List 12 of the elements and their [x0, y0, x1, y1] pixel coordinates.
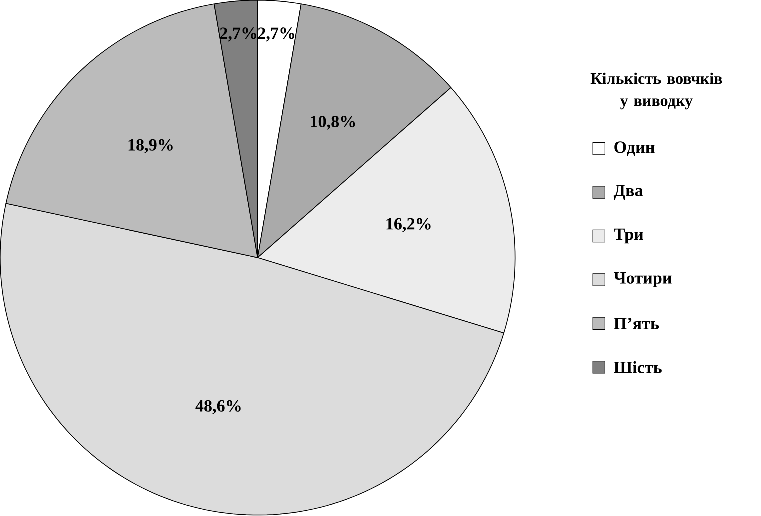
data-label: 16,2% — [386, 218, 431, 232]
legend-title: Кількість вовчків у виводку — [590, 73, 722, 110]
data-label: 18,9% — [128, 139, 173, 154]
legend-label: Один — [614, 142, 655, 156]
legend-label: Три — [614, 228, 644, 244]
data-label: 10,8% — [311, 116, 356, 130]
legend-label: Два — [614, 185, 644, 200]
data-label: 2,7% — [220, 28, 257, 42]
legend-label: Шість — [614, 362, 662, 374]
legend-label: П’ять — [614, 318, 660, 330]
legend-label: Чотири — [614, 272, 672, 288]
data-label: 48,6% — [196, 400, 241, 415]
